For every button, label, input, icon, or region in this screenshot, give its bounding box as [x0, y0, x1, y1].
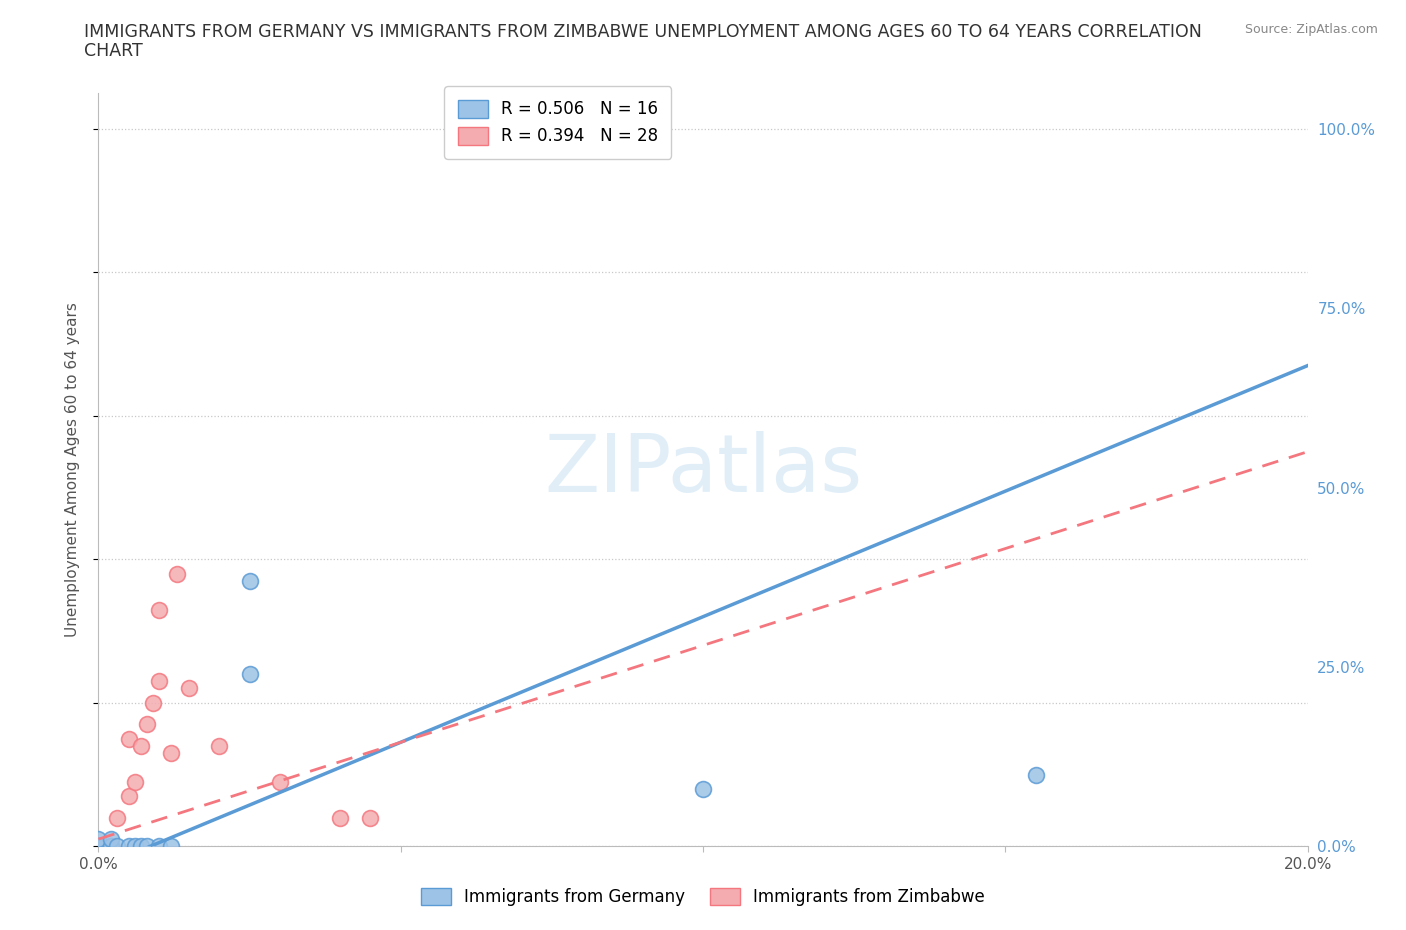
Point — [87, 839, 110, 854]
Point — [100, 839, 122, 854]
Point — [135, 839, 157, 854]
Point — [239, 667, 262, 682]
Text: ZIPatlas: ZIPatlas — [544, 431, 862, 509]
Point — [87, 839, 110, 854]
Point — [1024, 767, 1046, 782]
Point — [105, 810, 128, 825]
Text: IMMIGRANTS FROM GERMANY VS IMMIGRANTS FROM ZIMBABWE UNEMPLOYMENT AMONG AGES 60 T: IMMIGRANTS FROM GERMANY VS IMMIGRANTS FR… — [84, 23, 1202, 41]
Point — [129, 839, 152, 854]
Point — [166, 566, 188, 581]
Y-axis label: Unemployment Among Ages 60 to 64 years: Unemployment Among Ages 60 to 64 years — [65, 302, 80, 637]
Point — [118, 839, 141, 854]
Point — [87, 839, 110, 854]
Point — [269, 775, 291, 790]
Point — [118, 731, 141, 746]
Point — [160, 746, 183, 761]
Point — [105, 839, 128, 854]
Point — [142, 696, 165, 711]
Point — [118, 789, 141, 804]
Point — [87, 839, 110, 854]
Point — [124, 775, 146, 790]
Point — [179, 681, 201, 696]
Point — [129, 738, 152, 753]
Point — [329, 810, 352, 825]
Point — [87, 839, 110, 854]
Point — [692, 781, 714, 796]
Point — [87, 831, 110, 846]
Point — [87, 839, 110, 854]
Point — [87, 839, 110, 854]
Point — [208, 738, 231, 753]
Legend: Immigrants from Germany, Immigrants from Zimbabwe: Immigrants from Germany, Immigrants from… — [415, 881, 991, 912]
Point — [148, 602, 170, 617]
Point — [87, 839, 110, 854]
Point — [148, 839, 170, 854]
Point — [135, 717, 157, 732]
Point — [87, 839, 110, 854]
Text: CHART: CHART — [84, 42, 143, 60]
Point — [124, 839, 146, 854]
Point — [239, 574, 262, 589]
Text: Source: ZipAtlas.com: Source: ZipAtlas.com — [1244, 23, 1378, 36]
Point — [100, 839, 122, 854]
Point — [100, 831, 122, 846]
Legend: R = 0.506   N = 16, R = 0.394   N = 28: R = 0.506 N = 16, R = 0.394 N = 28 — [444, 86, 672, 159]
Point — [160, 839, 183, 854]
Point — [148, 674, 170, 689]
Point — [87, 839, 110, 854]
Point — [87, 839, 110, 854]
Point — [87, 839, 110, 854]
Point — [87, 839, 110, 854]
Point — [360, 810, 382, 825]
